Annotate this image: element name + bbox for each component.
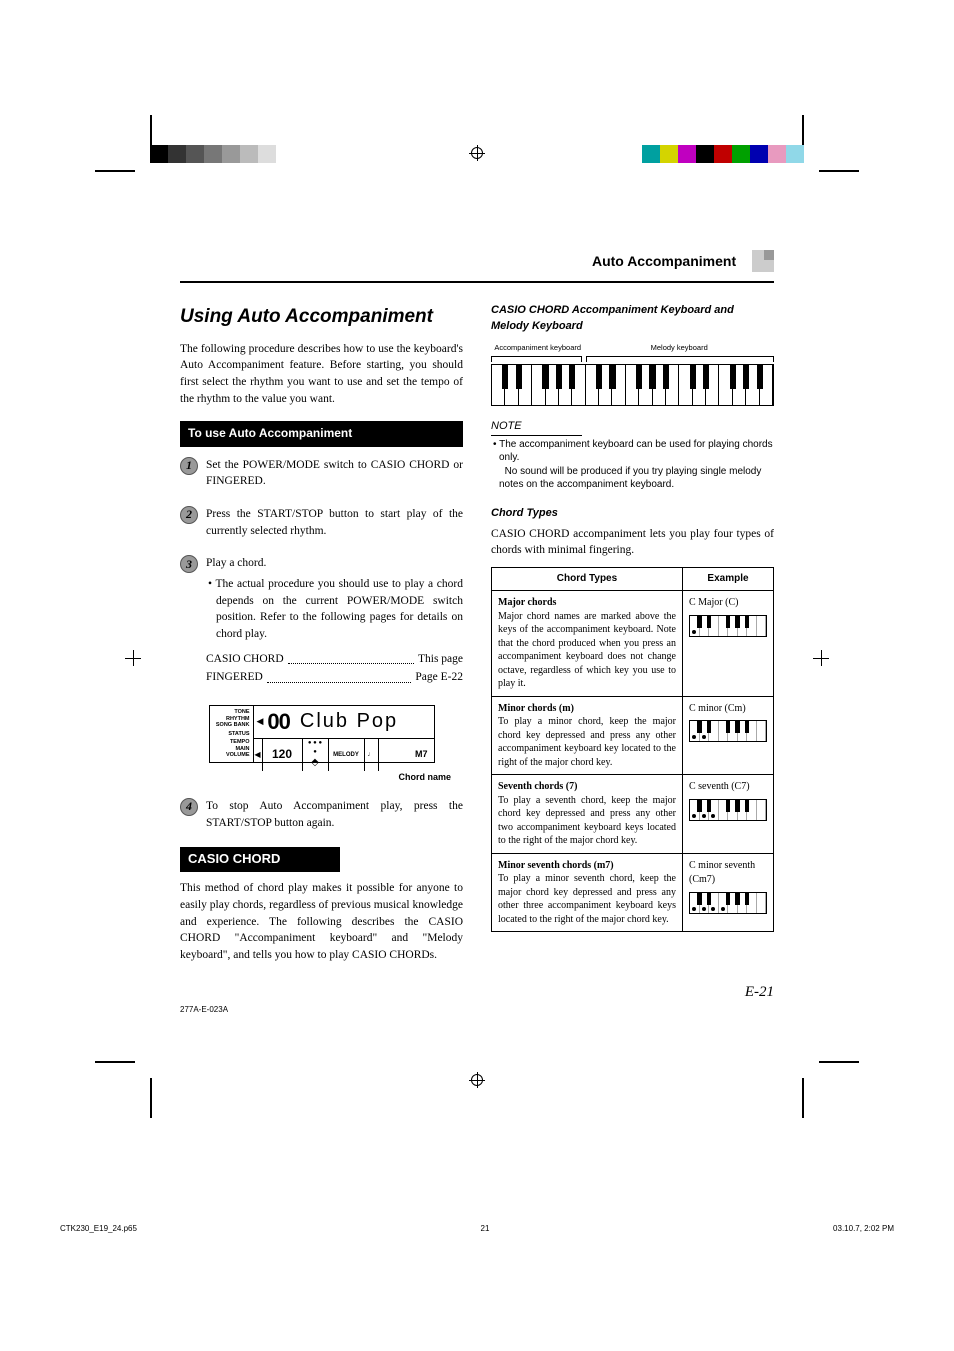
step-number-icon: 4: [180, 798, 198, 816]
footer-meta: CTK230_E19_24.p65 21 03.10.7, 2:02 PM: [0, 1224, 954, 1233]
step-number-icon: 1: [180, 457, 198, 475]
step-4: 4 To stop Auto Accompaniment play, press…: [180, 798, 463, 835]
section-header: Auto Accompaniment: [180, 250, 774, 283]
note-heading: NOTE: [491, 419, 582, 436]
chord-name-label: Chord name: [180, 771, 451, 784]
chord-types-table: Chord TypesExample Major chordsMajor cho…: [491, 567, 774, 933]
casio-chord-heading: CASIO CHORD: [180, 847, 340, 872]
step-1: 1 Set the POWER/MODE switch to CASIO CHO…: [180, 457, 463, 494]
step-number-icon: 2: [180, 506, 198, 524]
color-bar-right: [642, 145, 804, 163]
figure-title: CASIO CHORD Accompaniment Keyboard and M…: [491, 303, 774, 335]
keyboard-diagram: Accompaniment keyboard Melody keyboard: [491, 343, 774, 406]
chord-types-heading: Chord Types: [491, 506, 774, 522]
registration-mark: [469, 145, 485, 161]
footer-code: 277A-E-023A: [180, 1005, 774, 1014]
registration-mark: [813, 650, 829, 666]
casio-chord-body: This method of chord play makes it possi…: [180, 880, 463, 963]
color-bar-left: [150, 145, 294, 163]
registration-mark: [125, 650, 141, 666]
page-number: E-21: [180, 984, 774, 1001]
registration-mark: [469, 1072, 485, 1088]
step-3: 3 Play a chord. • The actual procedure y…: [180, 555, 463, 688]
header-square-icon: [752, 250, 774, 275]
intro-text: The following procedure describes how to…: [180, 341, 463, 408]
step-number-icon: 3: [180, 555, 198, 573]
subheading-bar: To use Auto Accompaniment: [180, 421, 463, 446]
chord-types-intro: CASIO CHORD accompaniment lets you play …: [491, 526, 774, 559]
lcd-display: TONERHYTHMSONG BANKSTATUSTEMPOMAIN VOLUM…: [180, 702, 463, 763]
step-2: 2 Press the START/STOP button to start p…: [180, 506, 463, 543]
main-heading: Using Auto Accompaniment: [180, 303, 463, 331]
section-title: Auto Accompaniment: [592, 253, 736, 269]
note-body: • The accompaniment keyboard can be used…: [491, 438, 774, 492]
